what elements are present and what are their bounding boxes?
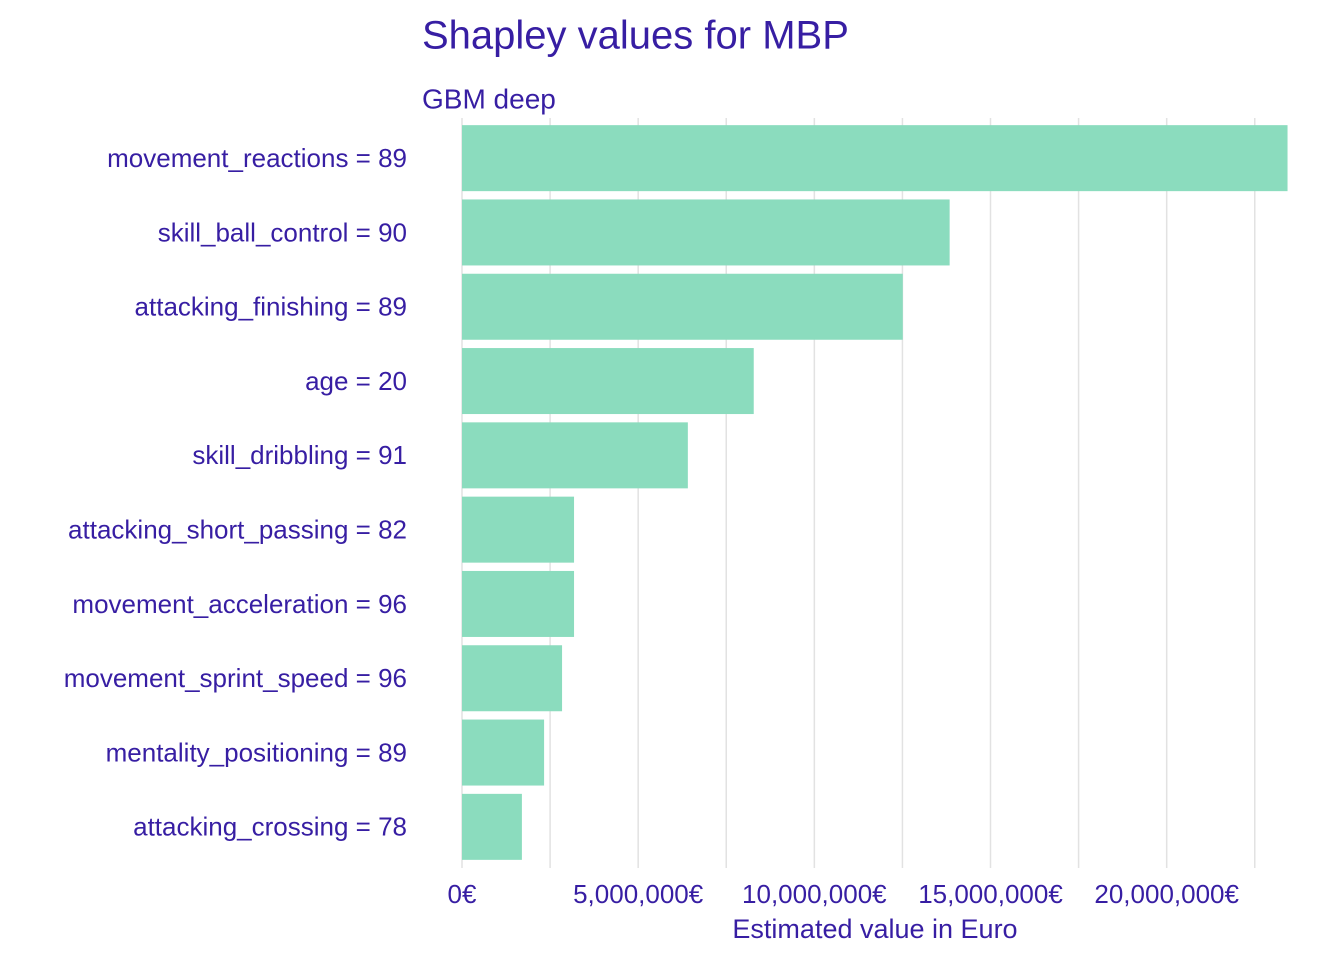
bar bbox=[462, 422, 688, 489]
bar bbox=[462, 570, 575, 637]
x-tick-label: 0€ bbox=[448, 879, 477, 909]
bar bbox=[462, 273, 903, 340]
x-tick-label: 15,000,000€ bbox=[918, 879, 1063, 909]
bar bbox=[462, 496, 575, 563]
x-tick-label: 20,000,000€ bbox=[1094, 879, 1239, 909]
chart-subtitle: GBM deep bbox=[422, 83, 556, 114]
y-tick-label: age = 20 bbox=[305, 366, 407, 396]
bar bbox=[462, 199, 950, 266]
y-tick-label: movement_sprint_speed = 96 bbox=[64, 663, 407, 693]
y-tick-label: attacking_finishing = 89 bbox=[135, 292, 407, 322]
x-tick-label: 5,000,000€ bbox=[573, 879, 704, 909]
bar bbox=[462, 645, 563, 712]
y-tick-label: skill_dribbling = 91 bbox=[192, 440, 407, 470]
x-axis-label: Estimated value in Euro bbox=[732, 914, 1017, 944]
bar bbox=[462, 125, 1288, 192]
y-tick-label: attacking_short_passing = 82 bbox=[68, 515, 407, 545]
y-tick-label: skill_ball_control = 90 bbox=[158, 217, 407, 247]
y-tick-label: mentality_positioning = 89 bbox=[106, 737, 407, 767]
y-tick-label: attacking_crossing = 78 bbox=[133, 812, 407, 842]
bar bbox=[462, 719, 545, 786]
x-tick-label: 10,000,000€ bbox=[742, 879, 887, 909]
bar bbox=[462, 793, 522, 860]
y-tick-label: movement_reactions = 89 bbox=[107, 143, 407, 173]
y-tick-label: movement_acceleration = 96 bbox=[72, 589, 407, 619]
bar bbox=[462, 348, 754, 415]
chart-title: Shapley values for MBP bbox=[422, 14, 849, 58]
